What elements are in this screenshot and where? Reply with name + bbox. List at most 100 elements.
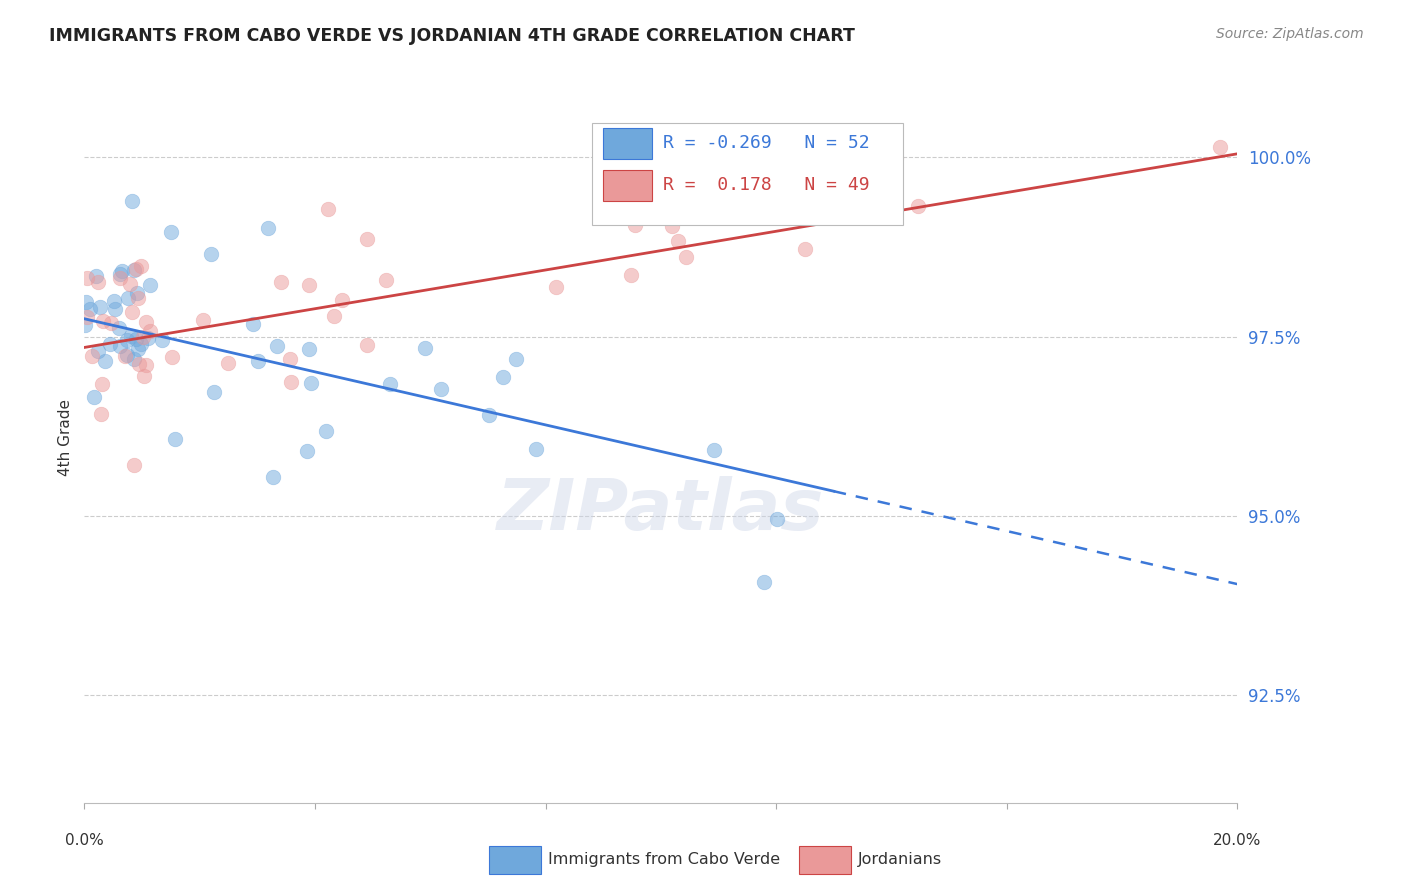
Point: [620, 268, 643, 282]
Point: [75, 295, 97, 310]
Point: [478, 408, 501, 422]
Point: [266, 339, 288, 353]
Point: [853, 163, 876, 178]
Point: [82, 349, 104, 363]
Point: [115, 349, 138, 363]
Point: [108, 321, 131, 335]
Point: [1209, 139, 1232, 153]
Point: [125, 332, 148, 346]
Point: [111, 264, 134, 278]
Point: [125, 261, 148, 276]
FancyBboxPatch shape: [603, 170, 651, 201]
FancyBboxPatch shape: [489, 846, 541, 874]
Point: [330, 293, 353, 307]
Point: [108, 267, 131, 281]
Point: [120, 329, 142, 343]
Point: [87, 343, 110, 358]
Text: R = -0.269   N = 52: R = -0.269 N = 52: [664, 134, 870, 152]
FancyBboxPatch shape: [799, 846, 851, 874]
Point: [278, 352, 301, 367]
Point: [727, 195, 749, 210]
Point: [87, 275, 110, 289]
Point: [766, 511, 789, 525]
Text: IMMIGRANTS FROM CABO VERDE VS JORDANIAN 4TH GRADE CORRELATION CHART: IMMIGRANTS FROM CABO VERDE VS JORDANIAN …: [49, 27, 855, 45]
Point: [127, 343, 149, 357]
FancyBboxPatch shape: [592, 122, 903, 225]
Point: [73, 318, 96, 332]
Point: [316, 202, 339, 216]
Point: [110, 271, 132, 285]
Point: [505, 351, 527, 366]
Point: [108, 339, 131, 353]
Point: [100, 316, 122, 330]
Point: [413, 341, 436, 355]
FancyBboxPatch shape: [603, 128, 651, 159]
Point: [257, 221, 280, 235]
Point: [430, 382, 453, 396]
Point: [315, 424, 337, 438]
Point: [125, 285, 148, 300]
Point: [217, 356, 239, 370]
Point: [129, 337, 152, 351]
Point: [675, 251, 697, 265]
Point: [135, 315, 157, 329]
Point: [93, 354, 115, 368]
Point: [91, 377, 114, 392]
Point: [132, 330, 155, 344]
Point: [127, 292, 149, 306]
Point: [299, 376, 322, 390]
Point: [104, 301, 127, 316]
Text: ZIPatlas: ZIPatlas: [498, 475, 824, 545]
Point: [246, 354, 269, 368]
Point: [115, 333, 138, 347]
Point: [117, 292, 139, 306]
Point: [103, 293, 125, 308]
Point: [139, 277, 162, 292]
Point: [121, 194, 143, 208]
Point: [128, 357, 150, 371]
Point: [83, 390, 105, 404]
Point: [91, 314, 114, 328]
Point: [136, 331, 159, 345]
Point: [907, 199, 929, 213]
Point: [262, 469, 284, 483]
Point: [191, 313, 214, 327]
Text: 0.0%: 0.0%: [65, 833, 104, 848]
Point: [160, 350, 183, 364]
Point: [544, 280, 567, 294]
Point: [152, 333, 174, 347]
Point: [624, 218, 647, 232]
Point: [165, 433, 187, 447]
Point: [98, 337, 121, 351]
Point: [200, 247, 222, 261]
Point: [84, 269, 107, 284]
Point: [135, 358, 157, 372]
Point: [280, 375, 302, 389]
Point: [122, 458, 145, 472]
Point: [298, 278, 321, 293]
Point: [793, 242, 815, 256]
Point: [298, 343, 321, 357]
Point: [76, 271, 98, 285]
Point: [129, 259, 152, 273]
Point: [114, 350, 136, 364]
Text: Source: ZipAtlas.com: Source: ZipAtlas.com: [1216, 27, 1364, 41]
Point: [242, 317, 264, 331]
Point: [702, 443, 724, 458]
Point: [90, 407, 112, 421]
Point: [356, 338, 378, 352]
Text: 20.0%: 20.0%: [1213, 833, 1261, 848]
Point: [89, 300, 111, 314]
Point: [378, 377, 401, 392]
Text: Immigrants from Cabo Verde: Immigrants from Cabo Verde: [548, 853, 780, 867]
Point: [76, 310, 98, 324]
Text: R =  0.178   N = 49: R = 0.178 N = 49: [664, 176, 870, 194]
Point: [122, 351, 145, 366]
Point: [661, 219, 683, 233]
Point: [356, 232, 378, 246]
Point: [270, 275, 292, 289]
Point: [132, 369, 155, 384]
Point: [79, 302, 101, 317]
Point: [124, 262, 146, 277]
Point: [295, 444, 318, 458]
